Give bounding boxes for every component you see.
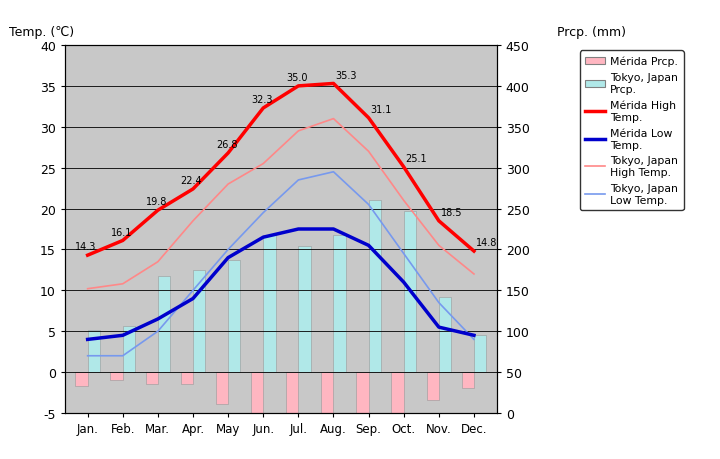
Bar	[298, 246, 310, 372]
Bar	[264, 235, 276, 372]
Bar	[181, 372, 193, 384]
Text: 22.4: 22.4	[181, 176, 202, 186]
Bar	[88, 330, 100, 372]
Bar	[286, 372, 298, 459]
Text: Temp. (℃): Temp. (℃)	[9, 26, 73, 39]
Bar	[76, 372, 88, 386]
Bar	[439, 297, 451, 372]
Legend: Mérida Prcp., Tokyo, Japan
Prcp., Mérida High
Temp., Mérida Low
Temp., Tokyo, Ja: Mérida Prcp., Tokyo, Japan Prcp., Mérida…	[580, 51, 683, 211]
Bar	[426, 372, 439, 400]
Bar	[462, 372, 474, 388]
Text: 26.8: 26.8	[216, 140, 238, 150]
Text: 18.5: 18.5	[441, 207, 462, 218]
Text: 35.3: 35.3	[336, 71, 356, 80]
Bar	[474, 336, 486, 372]
Text: 35.0: 35.0	[286, 73, 307, 83]
Bar	[251, 372, 264, 459]
Bar	[193, 270, 205, 372]
Text: 25.1: 25.1	[405, 154, 427, 164]
Bar	[333, 235, 346, 372]
Bar	[321, 372, 333, 459]
Text: 32.3: 32.3	[251, 95, 272, 105]
Bar	[392, 372, 404, 437]
Bar	[158, 277, 170, 372]
Bar	[216, 372, 228, 404]
Text: 14.3: 14.3	[76, 242, 96, 252]
Bar	[145, 372, 158, 384]
Text: 14.8: 14.8	[476, 238, 497, 248]
Text: 16.1: 16.1	[110, 227, 132, 237]
Bar	[404, 212, 416, 372]
Text: Prcp. (mm): Prcp. (mm)	[557, 26, 626, 39]
Bar	[369, 201, 381, 372]
Bar	[110, 372, 122, 381]
Bar	[356, 372, 369, 459]
Bar	[228, 261, 240, 372]
Text: 19.8: 19.8	[145, 197, 167, 207]
Text: 31.1: 31.1	[370, 105, 392, 115]
Bar	[122, 327, 135, 372]
